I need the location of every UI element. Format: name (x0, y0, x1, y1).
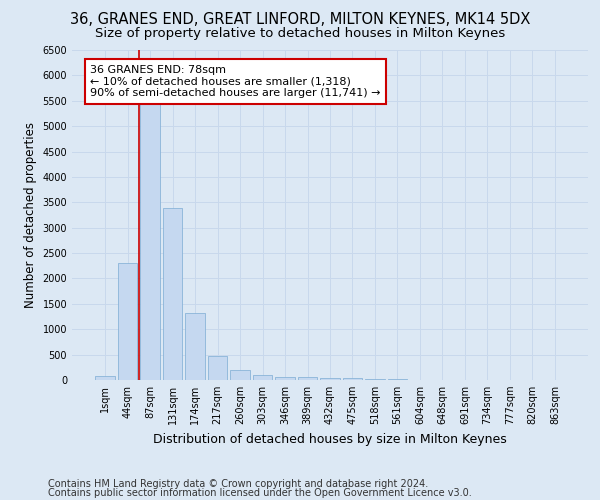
Bar (365, 379, 385, 380)
Bar (320, 378, 340, 380)
Bar (118, 263, 137, 380)
X-axis label: Distribution of detached houses by size in Milton Keynes: Distribution of detached houses by size … (153, 432, 507, 446)
Bar (208, 356, 227, 380)
Y-axis label: Number of detached properties: Number of detached properties (24, 122, 37, 308)
Text: Contains public sector information licensed under the Open Government Licence v3: Contains public sector information licen… (48, 488, 472, 498)
Bar (163, 208, 182, 380)
Text: Size of property relative to detached houses in Milton Keynes: Size of property relative to detached ho… (95, 28, 505, 40)
Text: 36 GRANES END: 78sqm
← 10% of detached houses are smaller (1,318)
90% of semi-de: 36 GRANES END: 78sqm ← 10% of detached h… (90, 65, 380, 98)
Text: Contains HM Land Registry data © Crown copyright and database right 2024.: Contains HM Land Registry data © Crown c… (48, 479, 428, 489)
Bar (230, 370, 250, 380)
Bar (185, 313, 205, 380)
Bar (140, 104, 160, 380)
Bar (253, 376, 272, 380)
Bar (275, 376, 295, 380)
Bar (298, 377, 317, 380)
Bar (95, 376, 115, 380)
Text: 36, GRANES END, GREAT LINFORD, MILTON KEYNES, MK14 5DX: 36, GRANES END, GREAT LINFORD, MILTON KE… (70, 12, 530, 28)
Bar (343, 378, 362, 380)
